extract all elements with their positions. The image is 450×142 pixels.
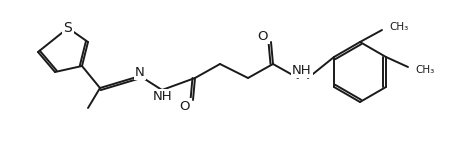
Text: S: S xyxy=(63,21,72,35)
Text: N: N xyxy=(135,65,145,79)
Text: CH₃: CH₃ xyxy=(415,65,434,75)
Text: O: O xyxy=(180,100,190,112)
Text: O: O xyxy=(258,30,268,42)
Text: NH: NH xyxy=(153,90,173,104)
Text: NH: NH xyxy=(292,63,312,77)
Text: CH₃: CH₃ xyxy=(389,22,408,32)
